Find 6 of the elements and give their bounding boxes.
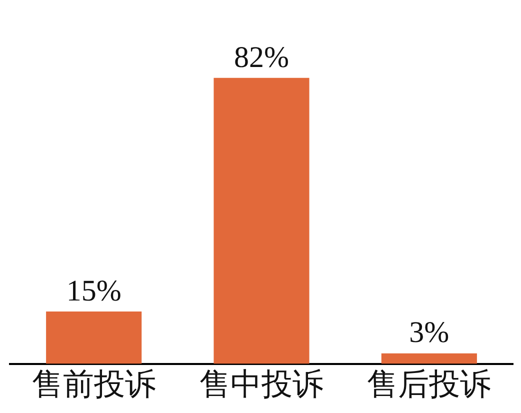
x-tick-label: 售中投诉 bbox=[200, 366, 324, 402]
x-tick-label: 售前投诉 bbox=[32, 366, 156, 402]
data-label: 15% bbox=[66, 274, 122, 308]
data-label: 82% bbox=[234, 40, 289, 74]
data-label: 3% bbox=[409, 316, 450, 350]
x-tick-label: 售后投诉 bbox=[367, 366, 492, 402]
